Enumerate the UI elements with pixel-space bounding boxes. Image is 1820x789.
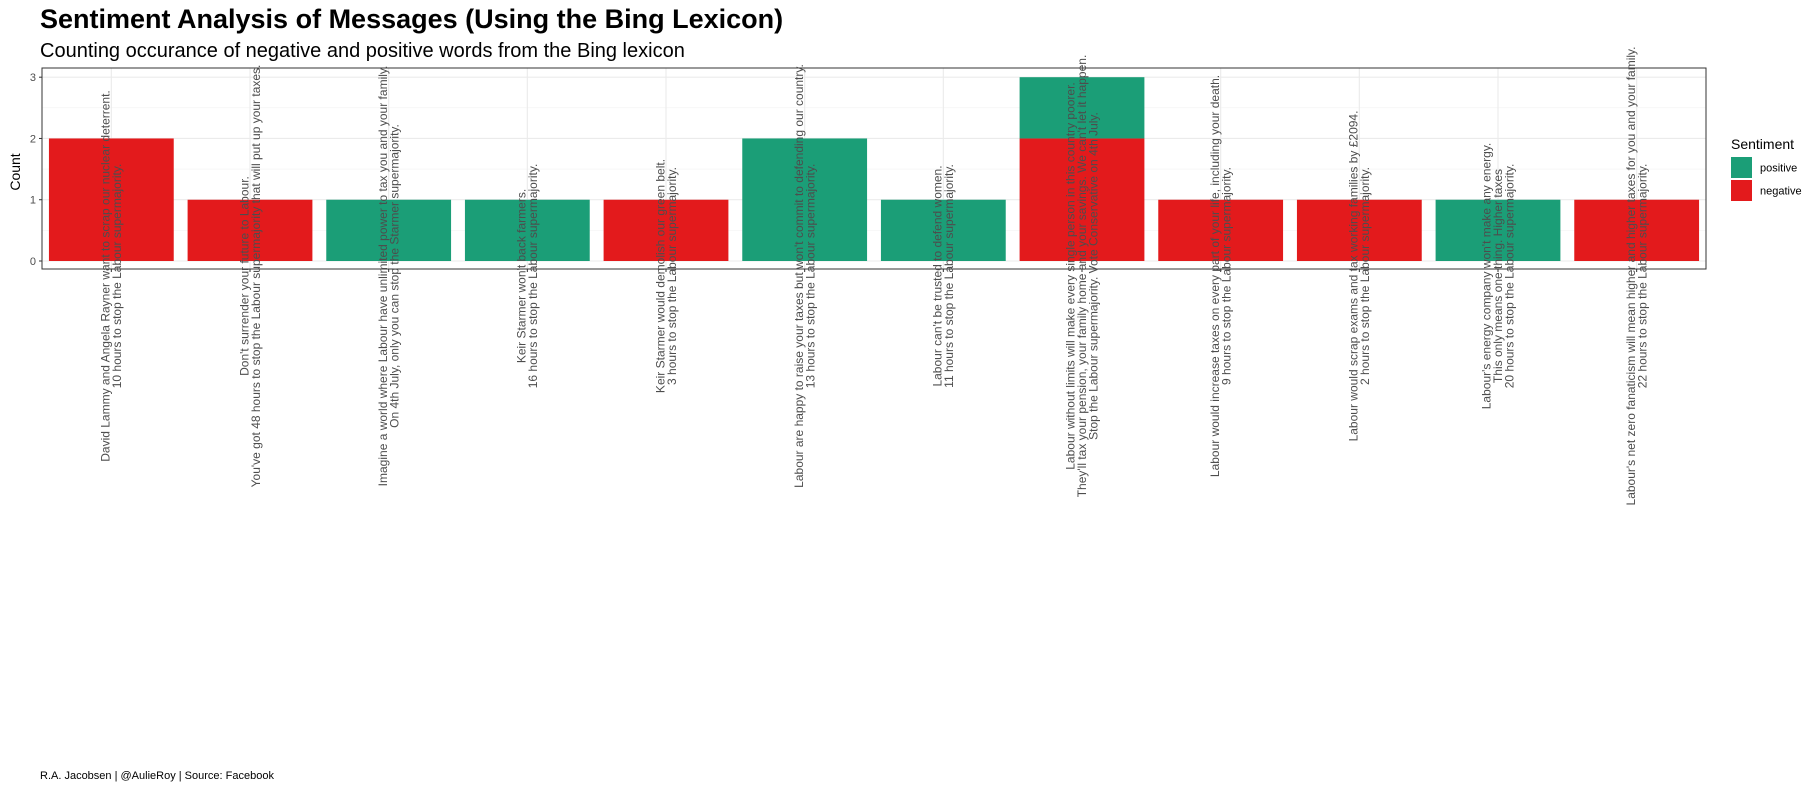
x-tick-label: Imagine a world where Labour have unlimi… — [376, 66, 390, 487]
y-tick-label: 2 — [30, 133, 36, 145]
x-tick-label: David Lammy and Angela Rayner want to sc… — [99, 90, 113, 462]
legend-label-positive: positive — [1760, 163, 1797, 175]
x-tick-label: Labour can't be trusted to defend women. — [931, 165, 945, 386]
x-tick-label: 20 hours to stop the Labour supermajorit… — [1503, 164, 1517, 389]
bar-positive — [464, 199, 590, 261]
chart-title: Sentiment Analysis of Messages (Using th… — [40, 4, 784, 34]
x-tick-label: 2 hours to stop the Labour supermajority… — [1358, 167, 1372, 385]
bars — [48, 77, 1700, 261]
bar-positive — [1435, 199, 1561, 261]
x-tick-label: Labour would increase taxes on every par… — [1208, 75, 1222, 477]
x-tick-label: Don't surrender your future to Labour. — [237, 176, 251, 376]
y-axis-label: Count — [7, 153, 23, 190]
plot-panel-background — [42, 68, 1706, 269]
bar-negative — [48, 138, 174, 261]
x-tick-label: 16 hours to stop the Labour supermajorit… — [526, 164, 540, 389]
x-tick-label: Stop the Labour supermajority. Vote Cons… — [1087, 112, 1101, 440]
bar-negative — [1574, 199, 1700, 261]
x-tick-label: 10 hours to stop the Labour supermajorit… — [110, 164, 124, 389]
x-tick-label: Labour's net zero fanaticism will mean h… — [1624, 47, 1638, 506]
plot-panel-border — [41, 67, 1707, 270]
bar-negative — [603, 199, 729, 261]
legend-title: Sentiment — [1731, 136, 1794, 152]
legend-label-negative: negative — [1760, 186, 1802, 198]
x-tick-label: 3 hours to stop the Labour supermajority… — [665, 167, 679, 385]
x-tick-label: 9 hours to stop the Labour supermajority… — [1219, 167, 1233, 385]
x-tick-label: Labour are happy to raise your taxes but… — [792, 64, 806, 488]
bar-positive — [880, 199, 1006, 261]
bar-positive — [326, 199, 452, 261]
y-axis: 0 1 2 3 — [30, 72, 42, 268]
x-tick-label: 22 hours to stop the Labour supermajorit… — [1635, 164, 1649, 389]
x-tick-label: Keir Starmer would demolish our green be… — [653, 159, 667, 393]
y-tick-label: 0 — [30, 256, 36, 268]
x-axis: David Lammy and Angela Rayner want to sc… — [99, 47, 1650, 506]
x-tick-label: 11 hours to stop the Labour supermajorit… — [942, 164, 956, 388]
x-tick-label: Keir Starmer won't back farmers. — [515, 189, 529, 363]
y-tick-label: 1 — [30, 195, 36, 207]
x-tick-label: Labour's energy company won't make any e… — [1480, 143, 1494, 410]
x-tick-label: 13 hours to stop the Labour supermajorit… — [803, 164, 817, 389]
bar-negative — [1019, 138, 1145, 261]
x-tick-label: Labour would scrap exams and tax working… — [1347, 111, 1361, 442]
bar-negative — [1296, 199, 1422, 261]
legend-key-negative — [1731, 180, 1752, 201]
y-tick-label: 3 — [30, 72, 36, 84]
legend-key-positive — [1731, 157, 1752, 178]
bar-positive — [742, 138, 868, 261]
x-tick-label: This only means one thing. Higher taxes — [1491, 169, 1505, 383]
x-tick-label: On 4th July, only you can stop the Starm… — [387, 124, 401, 428]
legend: Sentiment positive negative — [1731, 136, 1802, 201]
bar-negative — [187, 199, 313, 261]
bar-negative — [1158, 199, 1284, 261]
chart-caption: R.A. Jacobsen | @AulieRoy | Source: Face… — [40, 770, 274, 782]
x-tick-label: They'll tax your pension, your family ho… — [1075, 55, 1089, 498]
chart-subtitle: Counting occurance of negative and posit… — [40, 40, 685, 62]
x-tick-label: You've got 48 hours to stop the Labour s… — [249, 65, 263, 488]
x-tick-label: Labour without limits will make every si… — [1064, 82, 1078, 470]
bar-positive — [1019, 77, 1145, 139]
